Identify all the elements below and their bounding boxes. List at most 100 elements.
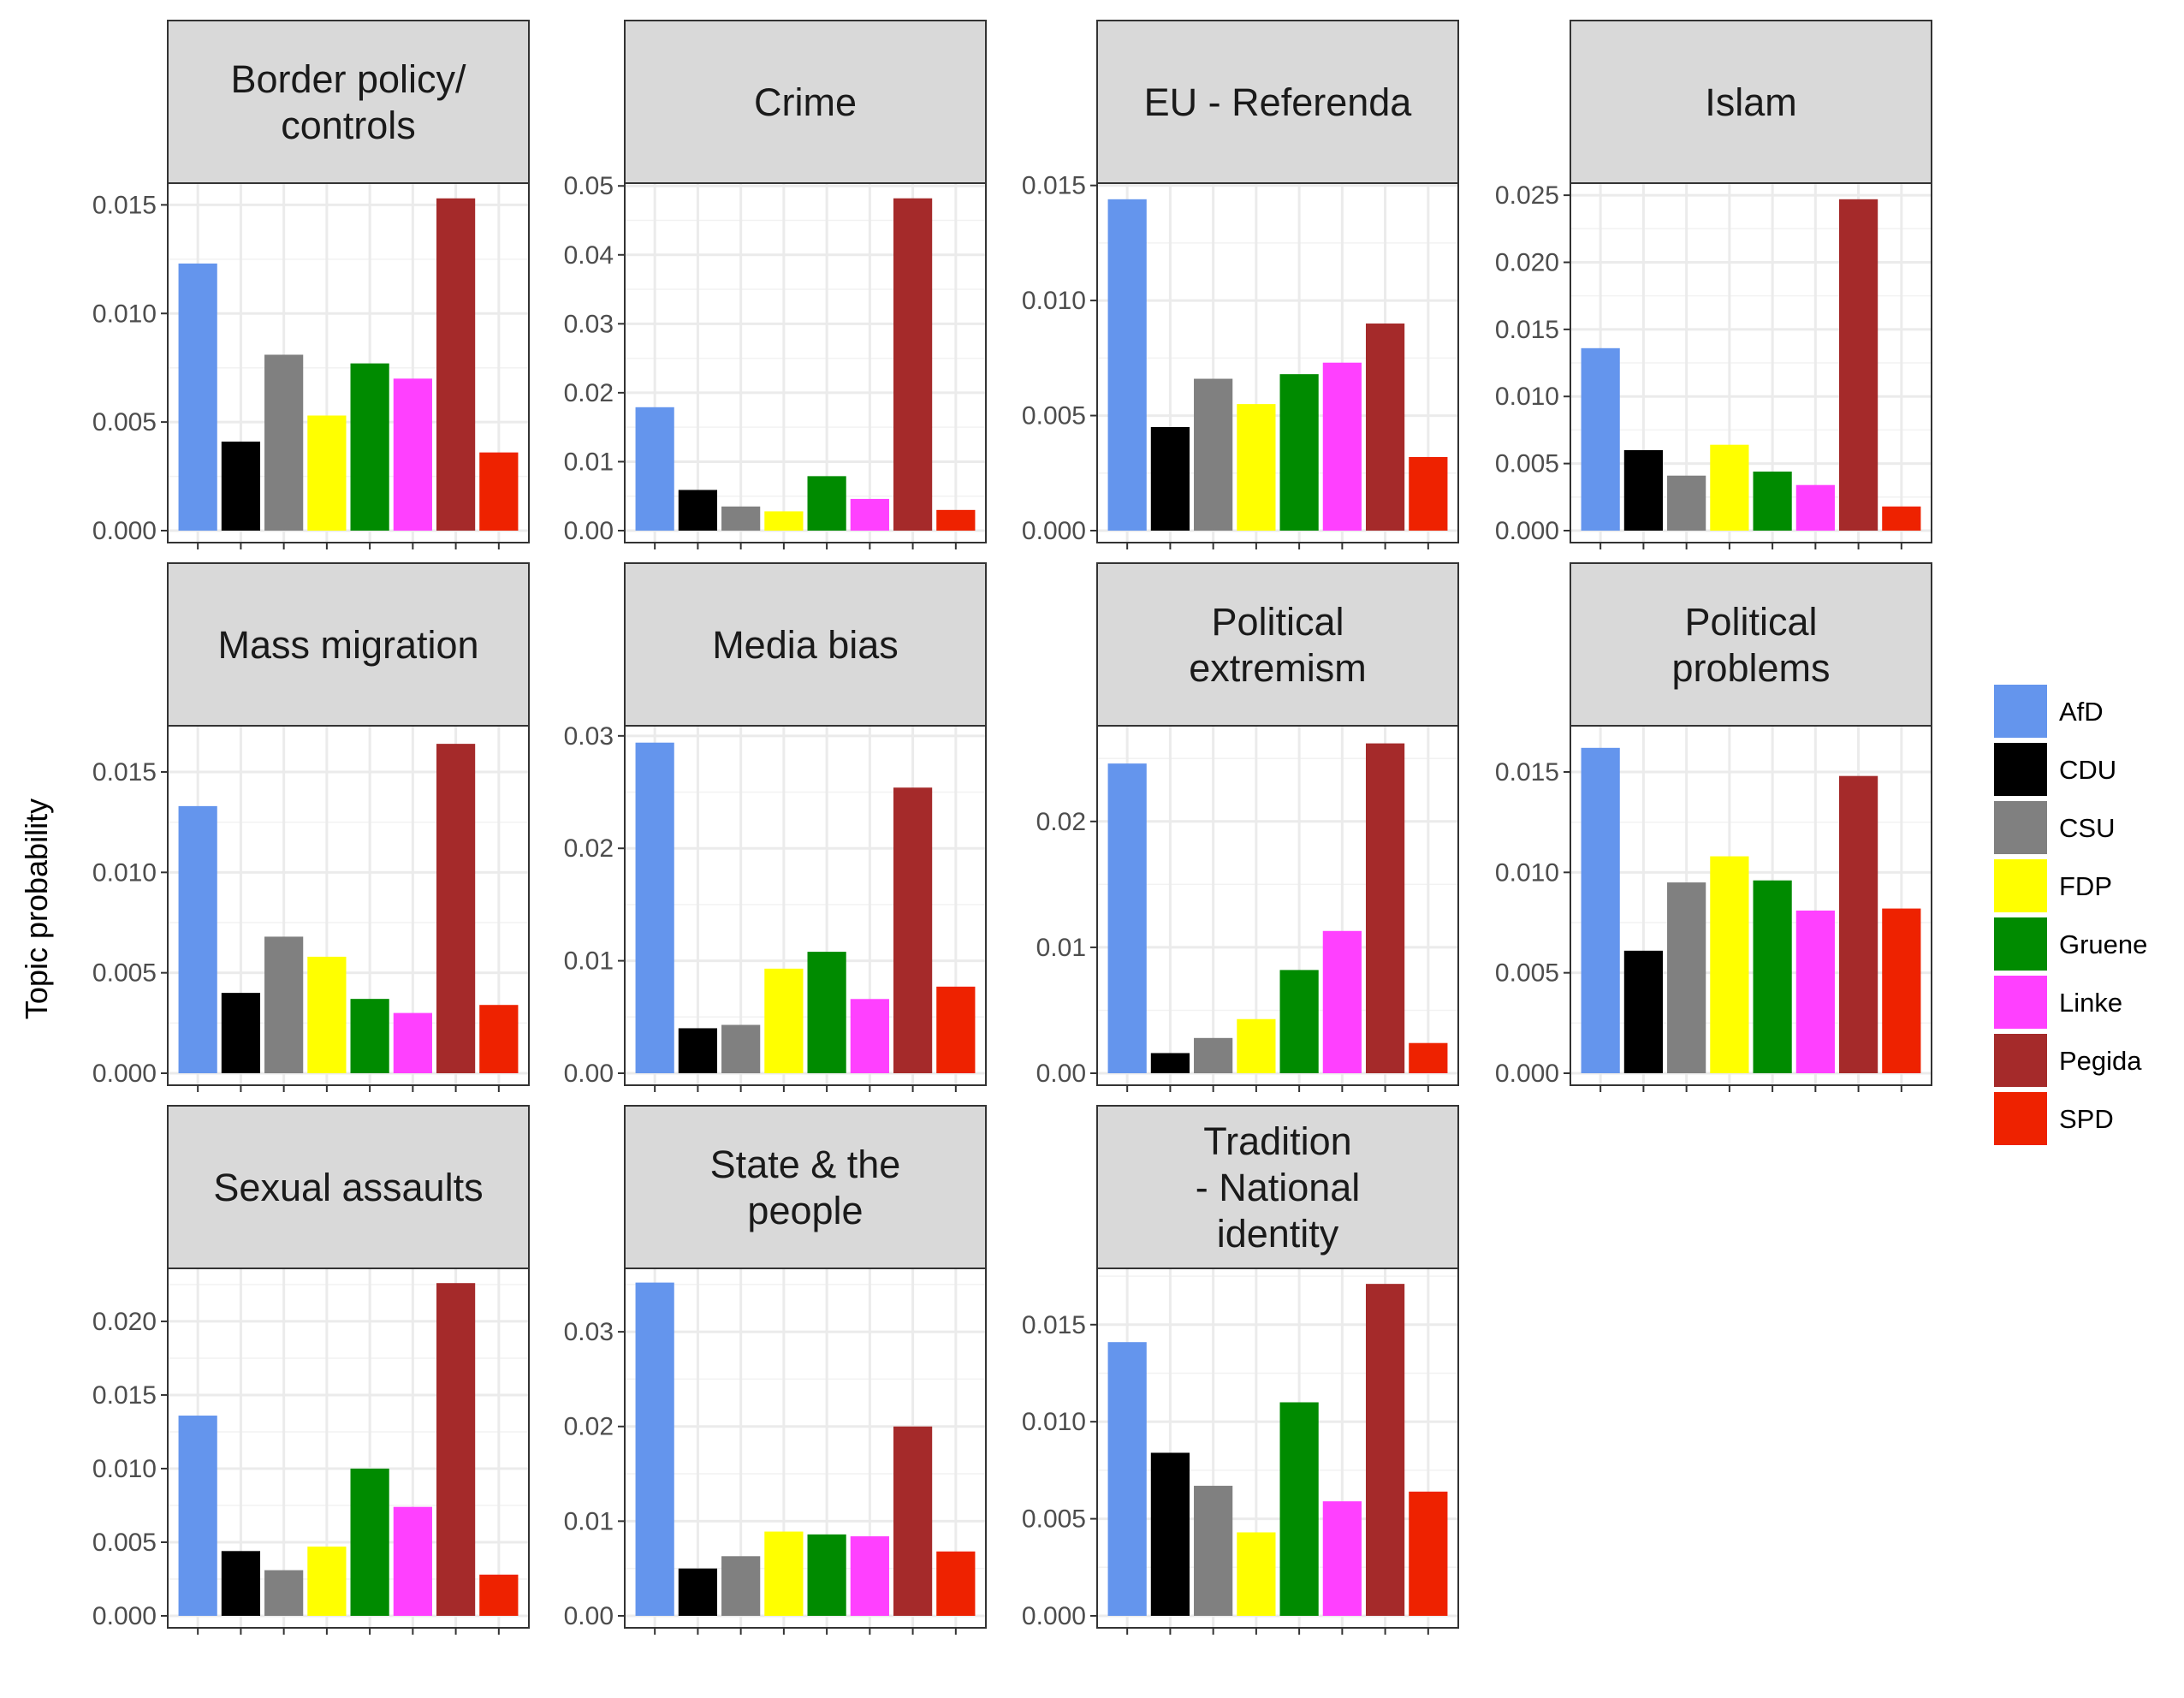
bar-gruene xyxy=(1279,374,1319,531)
bar-csu xyxy=(721,506,761,531)
bar-gruene xyxy=(1753,472,1792,531)
bar-afd xyxy=(1107,763,1147,1073)
y-tick-label: 0.03 xyxy=(564,1318,614,1346)
bar-gruene xyxy=(350,999,389,1073)
y-tick-label: 0.020 xyxy=(92,1308,157,1336)
y-tick-label: 0.00 xyxy=(1036,1060,1086,1088)
y-tick-label: 0.000 xyxy=(92,1602,157,1630)
bar-spd xyxy=(479,1574,519,1616)
panel-islam: Islam 0.000 0.005 0.010 0.015 0.020 0.025 xyxy=(1495,20,1932,549)
bar-cdu xyxy=(1150,1053,1190,1073)
legend-key xyxy=(1994,743,2047,796)
bar-gruene xyxy=(807,1534,846,1616)
legend-key xyxy=(1994,685,2047,738)
legend-label: AfD xyxy=(2059,697,2104,727)
bar-fdp xyxy=(764,511,804,531)
panel-title: Border policy/ xyxy=(230,57,466,101)
legend-item-gruene: Gruene xyxy=(1994,917,2147,971)
bar-linke xyxy=(393,378,432,531)
bar-fdp xyxy=(764,968,804,1073)
bar-fdp xyxy=(1237,1532,1276,1616)
bar-gruene xyxy=(350,1468,389,1616)
bar-afd xyxy=(1107,1342,1147,1616)
panel-title: Crime xyxy=(754,80,857,124)
y-tick-label: 0.015 xyxy=(92,1381,157,1410)
legend-key xyxy=(1994,859,2047,912)
y-tick-label: 0.00 xyxy=(564,517,614,545)
y-tick-label: 0.000 xyxy=(1022,517,1086,545)
bar-gruene xyxy=(350,363,389,531)
bar-csu xyxy=(1194,1037,1233,1073)
bar-spd xyxy=(479,1005,519,1073)
bar-fdp xyxy=(307,1547,347,1616)
bar-afd xyxy=(635,407,674,531)
y-tick-label: 0.005 xyxy=(92,408,157,436)
bar-pegida xyxy=(1838,775,1878,1073)
y-tick-label: 0.020 xyxy=(1495,248,1559,276)
bar-afd xyxy=(1107,199,1147,531)
y-tick-label: 0.02 xyxy=(564,834,614,863)
panel-title: Political xyxy=(1211,600,1344,644)
panel-border xyxy=(167,725,530,1086)
bar-spd xyxy=(479,452,519,531)
legend-key xyxy=(1994,801,2047,854)
y-tick-label: 0.005 xyxy=(92,1529,157,1557)
y-tick-label: 0.010 xyxy=(92,1455,157,1483)
bar-linke xyxy=(850,498,889,531)
y-tick-label: 0.04 xyxy=(564,241,614,270)
bar-csu xyxy=(1194,378,1233,531)
panel-title: Media bias xyxy=(712,623,899,667)
y-tick-label: 0.02 xyxy=(1036,808,1086,836)
bar-gruene xyxy=(1753,880,1792,1073)
y-tick-label: 0.005 xyxy=(1495,450,1559,478)
panel-title: Tradition xyxy=(1203,1119,1351,1163)
y-tick-label: 0.000 xyxy=(92,517,157,545)
bar-fdp xyxy=(1237,404,1276,531)
bar-cdu xyxy=(221,1551,261,1616)
bar-spd xyxy=(1882,506,1921,531)
y-tick-label: 0.02 xyxy=(564,379,614,407)
strip-background xyxy=(167,20,530,184)
y-tick-label: 0.010 xyxy=(1022,287,1086,315)
y-tick-label: 0.005 xyxy=(1022,402,1086,430)
bar-spd xyxy=(1409,1491,1448,1616)
legend-label: Gruene xyxy=(2059,929,2147,959)
strip-background xyxy=(167,562,530,727)
strip-background xyxy=(624,562,987,727)
bar-afd xyxy=(635,742,674,1073)
bar-csu xyxy=(721,1556,761,1616)
y-tick-label: 0.000 xyxy=(1495,517,1559,545)
y-tick-label: 0.00 xyxy=(564,1602,614,1630)
bar-pegida xyxy=(436,1283,476,1616)
bar-afd xyxy=(178,1416,217,1616)
bar-spd xyxy=(936,1551,976,1616)
y-tick-label: 0.010 xyxy=(1495,858,1559,887)
legend-key xyxy=(1994,976,2047,1029)
y-tick-label: 0.000 xyxy=(1495,1060,1559,1088)
panel-title: people xyxy=(747,1189,863,1232)
bar-cdu xyxy=(221,441,261,531)
strip-background xyxy=(624,1105,987,1269)
panel-border xyxy=(624,725,987,1086)
panel-border-policy-controls: Border policy/controls 0.000 0.005 0.010 0.0… xyxy=(92,20,530,549)
y-tick-label: 0.03 xyxy=(564,310,614,338)
bar-spd xyxy=(936,986,976,1073)
legend-item-afd: AfD xyxy=(1994,685,2104,738)
legend-item-cdu: CDU xyxy=(1994,743,2116,796)
y-tick-label: 0.01 xyxy=(564,947,614,976)
y-tick-label: 0.010 xyxy=(1495,383,1559,411)
bar-pegida xyxy=(1365,1284,1405,1616)
bar-pegida xyxy=(893,1426,933,1616)
bar-afd xyxy=(635,1282,674,1616)
y-tick-label: 0.015 xyxy=(1022,172,1086,200)
bar-linke xyxy=(1322,362,1362,531)
y-tick-label: 0.015 xyxy=(92,191,157,219)
panel-border xyxy=(167,1268,530,1629)
bar-spd xyxy=(1882,908,1921,1073)
strip-background xyxy=(1570,562,1932,727)
bar-csu xyxy=(1194,1486,1233,1616)
bar-csu xyxy=(721,1024,761,1073)
y-tick-label: 0.00 xyxy=(564,1060,614,1088)
